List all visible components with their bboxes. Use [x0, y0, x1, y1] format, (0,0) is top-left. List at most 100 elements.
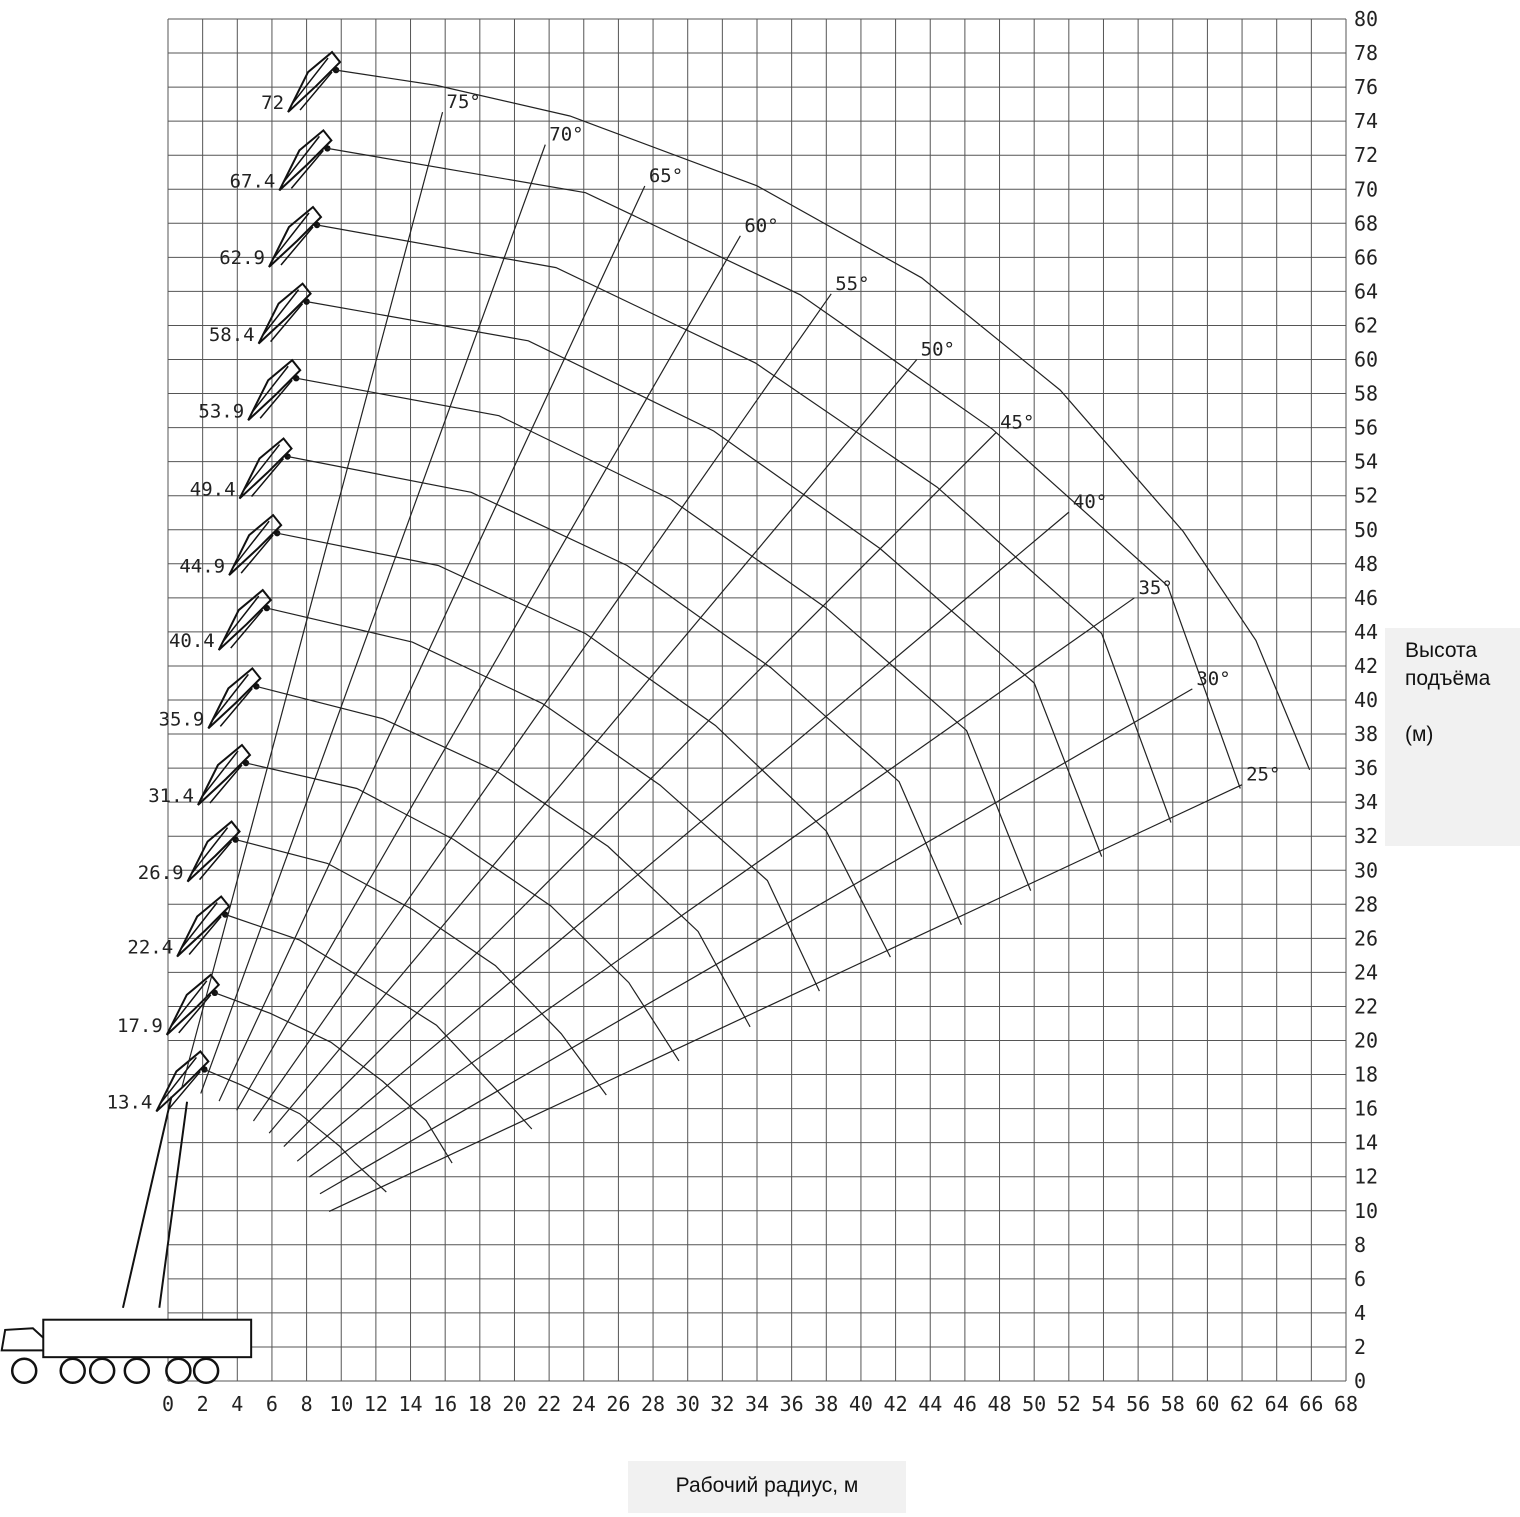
boom-length-curve — [316, 224, 1172, 823]
y-tick-label: 32 — [1354, 824, 1378, 848]
wheel-icon — [10, 1357, 38, 1385]
boom-length-label: 26.9 — [138, 862, 184, 884]
x-axis-title-box: Рабочий радиус, м — [628, 1461, 906, 1513]
boom-angle-line — [268, 359, 918, 1134]
y-tick-label: 14 — [1354, 1131, 1378, 1155]
hook-block-icon — [303, 298, 310, 305]
x-tick-label: 10 — [329, 1392, 353, 1416]
x-tick-label: 60 — [1195, 1392, 1219, 1416]
y-tick-label: 8 — [1354, 1233, 1366, 1257]
boom-angle-label: 30° — [1196, 668, 1230, 690]
x-tick-label: 16 — [433, 1392, 457, 1416]
y-tick-label: 34 — [1354, 790, 1378, 814]
y-tick-label: 10 — [1354, 1199, 1378, 1223]
boom-lattice-icon — [282, 135, 324, 189]
boom-head-icon — [257, 282, 312, 345]
boom-lattice-icon — [180, 902, 222, 955]
y-tick-label: 36 — [1354, 756, 1378, 780]
boom-angle-label: 35° — [1138, 577, 1172, 599]
y-tick-label: 4 — [1354, 1301, 1366, 1325]
x-tick-label: 36 — [780, 1392, 804, 1416]
hook-block-icon — [232, 836, 239, 843]
x-tick-label: 24 — [572, 1392, 596, 1416]
boom-length-curve — [225, 913, 533, 1130]
boom-length-curve — [327, 147, 1241, 789]
boom-head-icon — [238, 437, 293, 500]
y-tick-label: 12 — [1354, 1165, 1378, 1189]
boom-head-icon — [247, 358, 302, 421]
hook-block-icon — [221, 911, 229, 918]
x-tick-label: 8 — [301, 1392, 313, 1416]
y-tick-label: 38 — [1354, 722, 1378, 746]
y-tick-label: 0 — [1354, 1369, 1366, 1393]
boom-angle-label: 60° — [744, 215, 778, 237]
boom-head-icon — [165, 973, 221, 1036]
y-axis-title-line-3: (м) — [1405, 723, 1434, 746]
boom-head-icon — [287, 50, 342, 113]
y-axis-title-box: Высота подъёма (м) — [1385, 628, 1520, 846]
y-tick-label: 62 — [1354, 313, 1378, 337]
boom-length-label: 72 — [261, 92, 284, 114]
x-tick-label: 14 — [398, 1392, 422, 1416]
wheel-icon — [123, 1357, 151, 1385]
boom-lattice-icon — [232, 520, 274, 574]
boom-length-label: 44.9 — [179, 555, 225, 577]
boom-angle-label: 65° — [649, 165, 683, 187]
y-tick-label: 50 — [1354, 518, 1378, 542]
boom-lattice-icon — [272, 212, 314, 266]
boom-angle-label: 45° — [1000, 412, 1034, 434]
x-tick-label: 58 — [1161, 1392, 1185, 1416]
boom-length-label: 58.4 — [209, 324, 255, 346]
hook-block-icon — [324, 145, 331, 152]
y-tick-label: 44 — [1354, 620, 1378, 644]
x-axis-title: Рабочий радиус, м — [675, 1474, 859, 1497]
hook-block-icon — [292, 375, 300, 382]
x-tick-label: 42 — [884, 1392, 908, 1416]
wheel-icon — [192, 1357, 220, 1385]
boom-length-label: 53.9 — [198, 400, 244, 422]
telescopic-boom-icon — [121, 1096, 189, 1309]
y-tick-label: 46 — [1354, 586, 1378, 610]
y-tick-label: 52 — [1354, 484, 1378, 508]
boom-lattice-icon — [261, 289, 304, 343]
y-axis-title-line-1: Высота — [1405, 639, 1478, 662]
boom-length-curve — [235, 839, 607, 1096]
wheel-icon — [59, 1357, 86, 1385]
x-tick-label: 68 — [1334, 1392, 1358, 1416]
boom-length-curve — [266, 607, 820, 992]
labels: 0 2 4 6 8 10 12 14 16 18 20 22 24 26 28 30 32 34 36 38 40 42 4… — [107, 7, 1378, 1416]
x-tick-label: 30 — [676, 1392, 700, 1416]
boom-angle-line — [200, 144, 546, 1094]
boom-length-label: 17.9 — [117, 1015, 163, 1037]
boom-angle-line — [296, 511, 1070, 1162]
x-tick-label: 46 — [953, 1392, 977, 1416]
x-tick-label: 62 — [1230, 1392, 1254, 1416]
boom-angle-line — [236, 235, 741, 1111]
boom-angle-line — [252, 293, 832, 1122]
x-tick-label: 18 — [468, 1392, 492, 1416]
y-tick-label: 22 — [1354, 994, 1378, 1018]
y-tick-label: 26 — [1354, 926, 1378, 950]
y-tick-label: 28 — [1354, 892, 1378, 916]
wheel-icon — [165, 1357, 192, 1385]
boom-angle-lines — [181, 112, 1243, 1212]
x-tick-label: 22 — [537, 1392, 561, 1416]
boom-lattice-icon — [222, 595, 264, 649]
y-tick-label: 66 — [1354, 245, 1378, 269]
y-tick-label: 40 — [1354, 688, 1378, 712]
boom-angle-line — [319, 688, 1193, 1195]
boom-length-curve — [204, 1068, 387, 1193]
y-tick-label: 6 — [1354, 1267, 1366, 1291]
boom-length-label: 35.9 — [159, 709, 205, 731]
x-tick-label: 40 — [849, 1392, 873, 1416]
y-tick-label: 2 — [1354, 1335, 1366, 1359]
y-tick-label: 56 — [1354, 416, 1378, 440]
y-tick-label: 74 — [1354, 109, 1378, 133]
y-tick-label: 16 — [1354, 1097, 1378, 1121]
boom-length-label: 62.9 — [219, 247, 265, 269]
hook-block-icon — [313, 221, 321, 229]
boom-angle-label: 70° — [549, 124, 583, 146]
hook-block-icon — [253, 683, 260, 690]
boom-angle-label: 55° — [835, 273, 869, 295]
